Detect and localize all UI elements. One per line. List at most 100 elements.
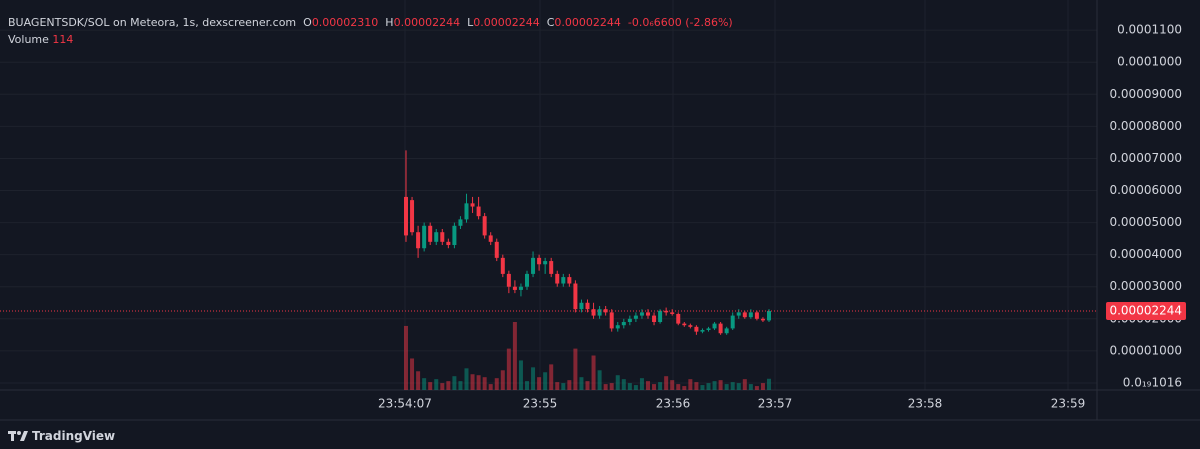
candle-body <box>712 323 717 329</box>
volume-value: 114 <box>52 33 74 46</box>
ohlc-value: 0.00002244 <box>393 16 461 29</box>
ohlc-value: 0.00002244 <box>473 16 540 29</box>
candle-body <box>676 313 681 324</box>
candle-body <box>404 196 408 236</box>
legend: BUAGENTSDK/SOL on Meteora, 1s, dexscreen… <box>8 14 733 48</box>
candle-body <box>742 312 747 318</box>
candle-body <box>482 216 487 236</box>
volume-bar <box>682 386 687 390</box>
candle-body <box>748 312 753 318</box>
volume-bar <box>767 378 771 390</box>
candle-body <box>658 310 663 323</box>
volume-bar <box>464 368 469 390</box>
candle-body <box>531 257 536 274</box>
volume-bar <box>646 381 650 390</box>
candle-body <box>494 241 499 258</box>
candle-body <box>464 203 469 220</box>
volume-bar <box>428 382 433 390</box>
volume-bar <box>573 348 578 390</box>
y-tick-label: 0.0001100 <box>1117 23 1182 37</box>
volume-bar <box>525 381 529 390</box>
candle-body <box>730 315 735 329</box>
candle-body <box>615 325 620 329</box>
volume-bar <box>561 383 566 390</box>
footer[interactable]: TradingView <box>8 427 115 445</box>
volume-bar <box>712 381 717 390</box>
candle-body <box>609 312 614 329</box>
volume-bar <box>458 381 463 390</box>
y-tick-label: 0.00008000 <box>1109 119 1182 133</box>
volume-bar <box>440 383 445 390</box>
volume-bar <box>422 378 427 390</box>
volume-bar <box>694 382 699 390</box>
ohlc-value: 0.00002244 <box>554 16 621 29</box>
volume-bar <box>470 374 475 390</box>
candle-body <box>603 309 608 313</box>
candle-body <box>597 309 602 316</box>
volume-bar <box>518 360 523 390</box>
volume-bar <box>488 384 493 390</box>
y-tick-label: 0.00004000 <box>1109 247 1182 261</box>
candle-body <box>585 302 590 310</box>
candle-body <box>700 330 705 332</box>
volume-bar <box>688 379 693 390</box>
candle-body <box>512 286 517 290</box>
candle-body <box>537 257 542 265</box>
ohlc-key: H <box>385 16 394 29</box>
candle-body <box>688 325 693 327</box>
candle-body <box>694 326 699 332</box>
candle-body <box>646 312 650 316</box>
volume-bar <box>676 384 681 390</box>
x-tick-label: 23:58 <box>908 397 943 411</box>
volume-bar <box>658 382 663 390</box>
volume-bar <box>597 370 602 390</box>
volume-bar <box>579 377 584 390</box>
volume-bar <box>543 372 548 390</box>
candle-body <box>446 241 451 246</box>
volume-bar <box>670 380 675 390</box>
candle-body <box>760 318 765 321</box>
volume-bar <box>410 358 415 390</box>
candle-body <box>736 312 741 316</box>
volume-bar <box>567 380 572 390</box>
y-tick-label: 0.00003000 <box>1109 279 1182 293</box>
last-price-box <box>1106 301 1186 320</box>
candle-body <box>706 328 711 331</box>
candle-body <box>591 309 596 316</box>
volume-bar <box>512 322 517 390</box>
candle-body <box>518 286 523 290</box>
ohlc-key: L <box>467 16 474 29</box>
ohlc-key: C <box>546 16 555 29</box>
volume-bar <box>404 325 408 390</box>
candle-body <box>639 312 644 316</box>
candle-body <box>506 273 511 287</box>
y-tick-label: 0.00005000 <box>1109 215 1182 229</box>
volume-bar <box>730 382 735 390</box>
candle-body <box>434 232 439 242</box>
volume-bar <box>748 384 753 390</box>
volume-bar <box>603 384 608 390</box>
volume-bar <box>591 355 596 390</box>
y-tick-label: 0.00009000 <box>1109 87 1182 101</box>
volume-bar <box>416 371 421 390</box>
volume-bar <box>500 370 505 390</box>
candle-body <box>567 277 572 284</box>
volume-bar <box>434 379 439 390</box>
candle-body <box>754 312 759 319</box>
ohlc-key: O <box>303 16 312 29</box>
volume-label: Volume <box>8 33 49 46</box>
volume-bar <box>736 383 741 390</box>
volume-bar <box>652 384 657 390</box>
volume-bar <box>549 364 554 390</box>
candle-body <box>488 235 493 242</box>
candle-body <box>458 219 463 226</box>
volume-bar <box>639 378 644 390</box>
candle-body <box>718 323 723 334</box>
legend-row: Volume 114 <box>8 31 733 48</box>
candle-body <box>500 257 505 274</box>
volume-bar <box>585 381 590 390</box>
candle-body <box>422 225 427 249</box>
volume-bar <box>718 380 723 390</box>
legend-row: BUAGENTSDK/SOL on Meteora, 1s, dexscreen… <box>8 14 733 31</box>
